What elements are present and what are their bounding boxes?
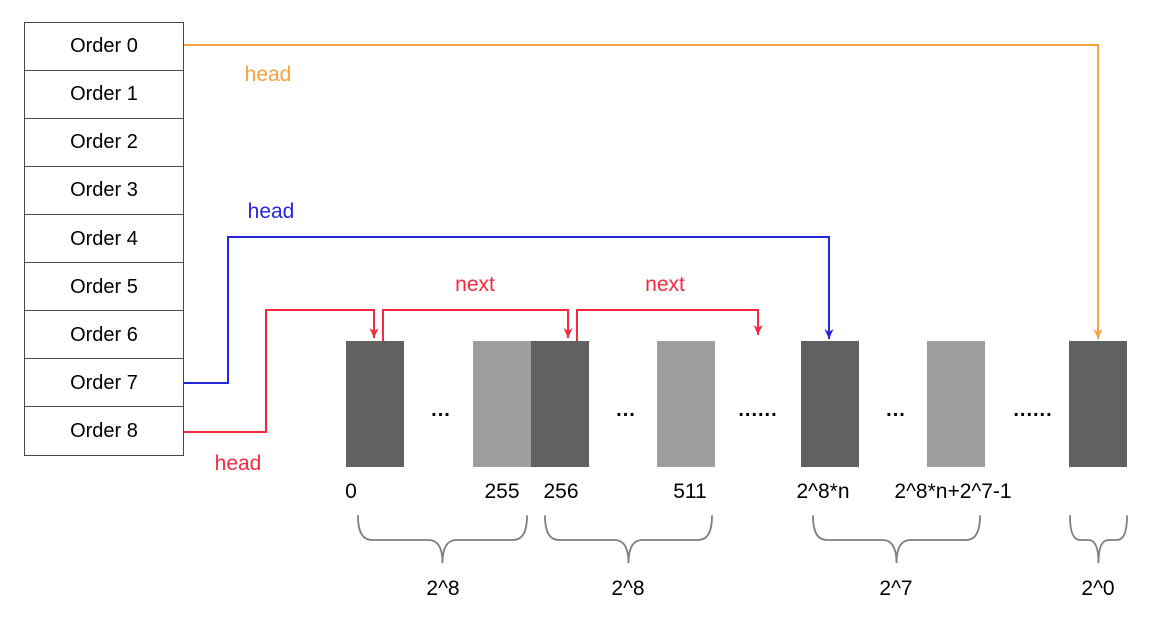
next-label-2: next (645, 273, 685, 296)
memory-block-4 (657, 341, 715, 467)
memory-block-1 (346, 341, 404, 467)
ellipsis-4: ... (886, 399, 906, 421)
group-brace-3 (812, 515, 981, 564)
group-brace-2 (544, 515, 713, 564)
index-label-256: 256 (543, 480, 579, 503)
group-label-2: 2^8 (611, 577, 645, 600)
ellipsis-5: ...... (1013, 399, 1053, 421)
order-row-0: Order 0 (24, 22, 184, 72)
head-label-blue: head (247, 200, 295, 223)
order-row-8: Order 8 (24, 406, 184, 457)
memory-block-6 (927, 341, 985, 467)
order-row-1: Order 1 (24, 70, 184, 120)
index-label-511: 511 (673, 480, 707, 503)
head-arrow-order0 (184, 44, 1103, 339)
order-row-4: Order 4 (24, 214, 184, 264)
head-label-red: head (214, 452, 262, 475)
index-label-2-8-n-2-7-1: 2^8*n+2^7-1 (894, 480, 1012, 503)
memory-block-2 (473, 341, 531, 467)
ellipsis-3: ...... (738, 399, 778, 421)
index-label-2-8-n: 2^8*n (796, 480, 850, 503)
index-label-255: 255 (484, 480, 520, 503)
memory-block-3 (531, 341, 589, 467)
index-label-0: 0 (345, 480, 357, 503)
group-brace-4 (1069, 515, 1128, 564)
ellipsis-2: ... (616, 399, 636, 421)
order-row-3: Order 3 (24, 166, 184, 216)
next-label-1: next (455, 273, 495, 296)
next-arrow-1 (382, 309, 573, 341)
order-row-5: Order 5 (24, 262, 184, 312)
order-row-2: Order 2 (24, 118, 184, 168)
group-brace-1 (357, 515, 528, 564)
memory-block-5 (801, 341, 859, 467)
order-row-6: Order 6 (24, 310, 184, 360)
ellipsis-1: ... (431, 399, 451, 421)
next-arrow-2 (576, 309, 763, 341)
order-row-7: Order 7 (24, 358, 184, 408)
group-label-3: 2^7 (879, 577, 913, 600)
memory-block-7 (1069, 341, 1127, 467)
group-label-1: 2^8 (426, 577, 460, 600)
order-table: Order 0 Order 1 Order 2 Order 3 Order 4 … (24, 22, 184, 457)
group-label-4: 2^0 (1081, 577, 1115, 600)
head-label-orange: head (244, 63, 292, 86)
